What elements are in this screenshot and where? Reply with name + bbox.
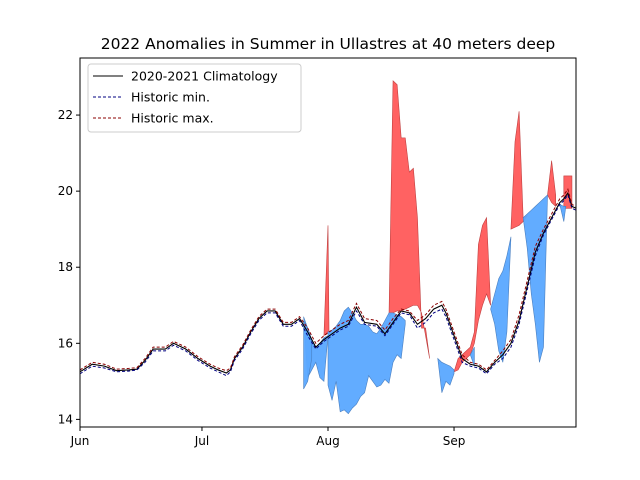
warm-anomaly-band-3 (510, 111, 529, 230)
legend: 2020-2021 Climatology Historic min. Hist… (87, 63, 302, 133)
cold-anomaly-band-11 (490, 236, 512, 363)
warm-anomaly-band-4 (547, 160, 556, 208)
legend-label-historic-max: Historic max. (131, 111, 214, 126)
historic-min-line (79, 193, 577, 377)
x-tick-label-jun: Jun (70, 434, 90, 448)
climatology-line (79, 191, 577, 374)
y-tick-label-16: 16 (58, 336, 73, 350)
warm-anomaly-band-1 (388, 80, 430, 359)
warm-anomaly-band-0 (323, 225, 330, 337)
y-tick-label-14: 14 (58, 412, 73, 426)
cold-anomaly-band-9 (437, 357, 455, 393)
chart-title: 2022 Anomalies in Summer in Ullastres at… (101, 35, 556, 53)
y-tick-label-20: 20 (58, 184, 73, 198)
y-tick-label-18: 18 (58, 260, 73, 274)
legend-label-climatology: 2020-2021 Climatology (131, 69, 278, 84)
cold-anomaly-band-13 (559, 203, 567, 222)
cold-anomaly-band-10 (469, 346, 475, 367)
warm-anomaly-band-2 (453, 216, 491, 373)
historic-max-line (79, 188, 577, 372)
cold-anomaly-band-12 (522, 194, 548, 363)
x-tick-label-jul: Jul (194, 434, 209, 448)
x-tick-label-aug: Aug (316, 434, 339, 448)
cold-anomaly-band-8 (327, 306, 406, 415)
x-tick-label-sep: Sep (443, 434, 466, 448)
legend-label-historic-min: Historic min. (131, 90, 210, 105)
legend-frame (87, 63, 302, 133)
y-tick-label-22: 22 (58, 108, 73, 122)
plot-area: 14 16 18 20 22 Jun Jul Aug Sep (58, 57, 577, 448)
